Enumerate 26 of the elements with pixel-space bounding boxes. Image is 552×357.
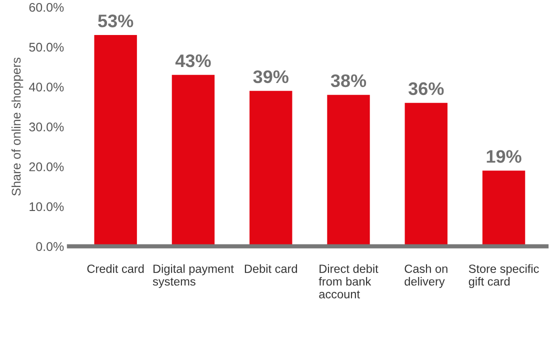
bar xyxy=(404,102,448,246)
y-tick-label: 20.0% xyxy=(29,162,64,172)
x-tick-label: Credit card xyxy=(87,264,144,273)
x-tick-label: Debit card xyxy=(244,264,298,273)
x-tick-label: Cash on delivery xyxy=(404,264,448,288)
y-tick-label: 0.0% xyxy=(36,242,64,251)
bar xyxy=(482,170,526,246)
y-axis-title: Share of online shoppers xyxy=(11,58,24,196)
y-tick-label: 50.0% xyxy=(29,42,64,52)
x-tick-label: Direct debit from bank account xyxy=(318,264,378,298)
y-tick-label: 40.0% xyxy=(28,82,64,92)
x-tick-label: Store specific gift card xyxy=(468,264,539,288)
bar xyxy=(172,74,215,246)
data-label: 43% xyxy=(175,54,211,68)
data-label: 19% xyxy=(486,150,522,163)
data-label: 53% xyxy=(98,14,134,28)
y-tick-label: 30.0% xyxy=(29,122,64,132)
data-label: 38% xyxy=(330,74,366,88)
data-label: 39% xyxy=(253,70,288,84)
x-tick-label: Digital payment systems xyxy=(152,264,234,288)
y-tick-label: 60.0% xyxy=(29,2,64,12)
y-tick-label: 10.0% xyxy=(30,202,64,212)
bar xyxy=(327,94,370,246)
data-label: 36% xyxy=(408,82,444,96)
bar xyxy=(94,35,137,246)
bar xyxy=(250,90,292,246)
